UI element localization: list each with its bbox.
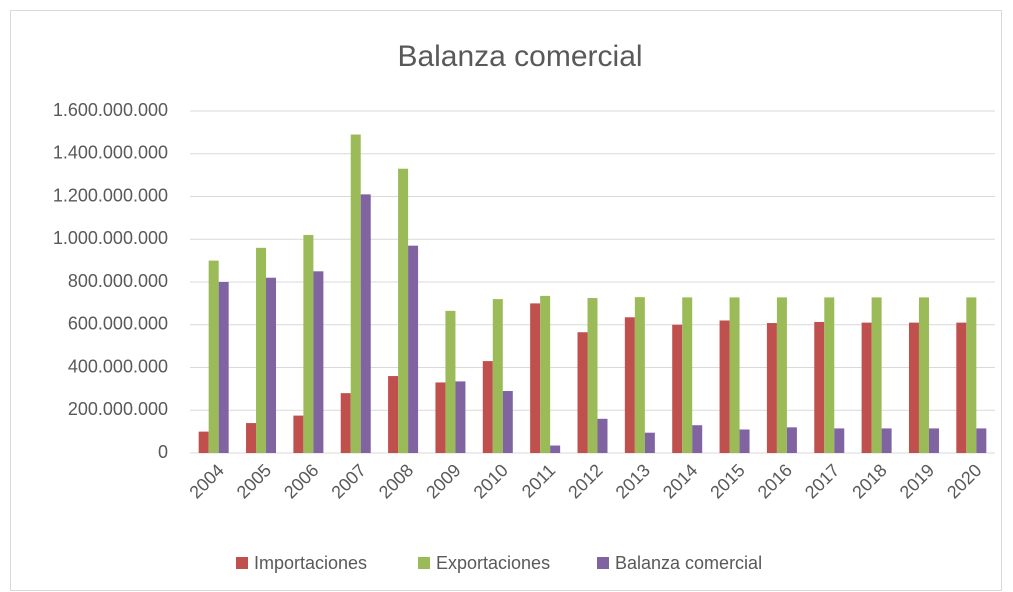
- bar: [435, 382, 446, 453]
- bar: [313, 271, 324, 453]
- bar: [577, 332, 588, 453]
- bar: [502, 391, 513, 453]
- bar: [350, 134, 361, 453]
- bar: [408, 245, 419, 453]
- y-tick-label: 1.400.000.000: [53, 143, 168, 163]
- y-tick-label: 800.000.000: [68, 271, 168, 291]
- bar: [624, 317, 635, 453]
- bar: [786, 427, 797, 453]
- bar: [266, 277, 277, 453]
- bar: [208, 260, 219, 453]
- bar: [256, 247, 267, 453]
- bar: [550, 445, 561, 453]
- bar: [540, 295, 551, 453]
- bar: [482, 361, 493, 453]
- bar: [956, 322, 967, 453]
- bar: [530, 303, 541, 453]
- bar: [966, 297, 977, 453]
- y-tick-label: 0: [158, 442, 168, 462]
- bar: [597, 418, 608, 453]
- y-tick-label: 1.600.000.000: [53, 100, 168, 120]
- bar: [340, 393, 351, 453]
- bar: [293, 415, 304, 453]
- bar: [861, 322, 872, 453]
- bar: [492, 299, 503, 453]
- chart-title: Balanza comercial: [397, 40, 642, 73]
- bar: [729, 297, 740, 453]
- bar: [587, 298, 598, 453]
- bar: [682, 297, 693, 453]
- bar: [198, 431, 209, 453]
- bar: [834, 428, 845, 453]
- y-tick-label: 200.000.000: [68, 399, 168, 419]
- bar: [739, 429, 750, 453]
- bar: [824, 297, 835, 453]
- y-tick-label: 1.000.000.000: [53, 228, 168, 248]
- y-tick-label: 1.200.000.000: [53, 185, 168, 205]
- legend-swatch: [597, 557, 609, 569]
- bar: [303, 234, 314, 453]
- legend-swatch: [236, 557, 248, 569]
- legend-swatch: [418, 557, 430, 569]
- bar: [908, 322, 919, 453]
- bar: [455, 381, 466, 453]
- bar: [388, 376, 399, 453]
- bar: [976, 428, 987, 453]
- bar: [871, 297, 882, 453]
- legend-label: Exportaciones: [436, 553, 550, 573]
- bar: [246, 423, 257, 453]
- bar: [360, 194, 371, 454]
- chart-border: [10, 10, 1002, 591]
- legend-label: Importaciones: [254, 553, 367, 573]
- bar: [672, 324, 683, 453]
- y-tick-label: 600.000.000: [68, 314, 168, 334]
- bar: [776, 297, 787, 453]
- bar: [719, 320, 730, 453]
- bar: [634, 297, 645, 453]
- bar: [918, 297, 929, 453]
- bar: [814, 321, 825, 453]
- bar: [766, 323, 777, 453]
- bar: [928, 428, 939, 453]
- bar: [445, 310, 456, 453]
- bar: [398, 168, 409, 453]
- bar: [218, 282, 229, 453]
- bar: [692, 425, 703, 453]
- y-tick-label: 400.000.000: [68, 356, 168, 376]
- bar: [881, 428, 892, 453]
- legend-label: Balanza comercial: [615, 553, 762, 573]
- bar: [644, 432, 655, 453]
